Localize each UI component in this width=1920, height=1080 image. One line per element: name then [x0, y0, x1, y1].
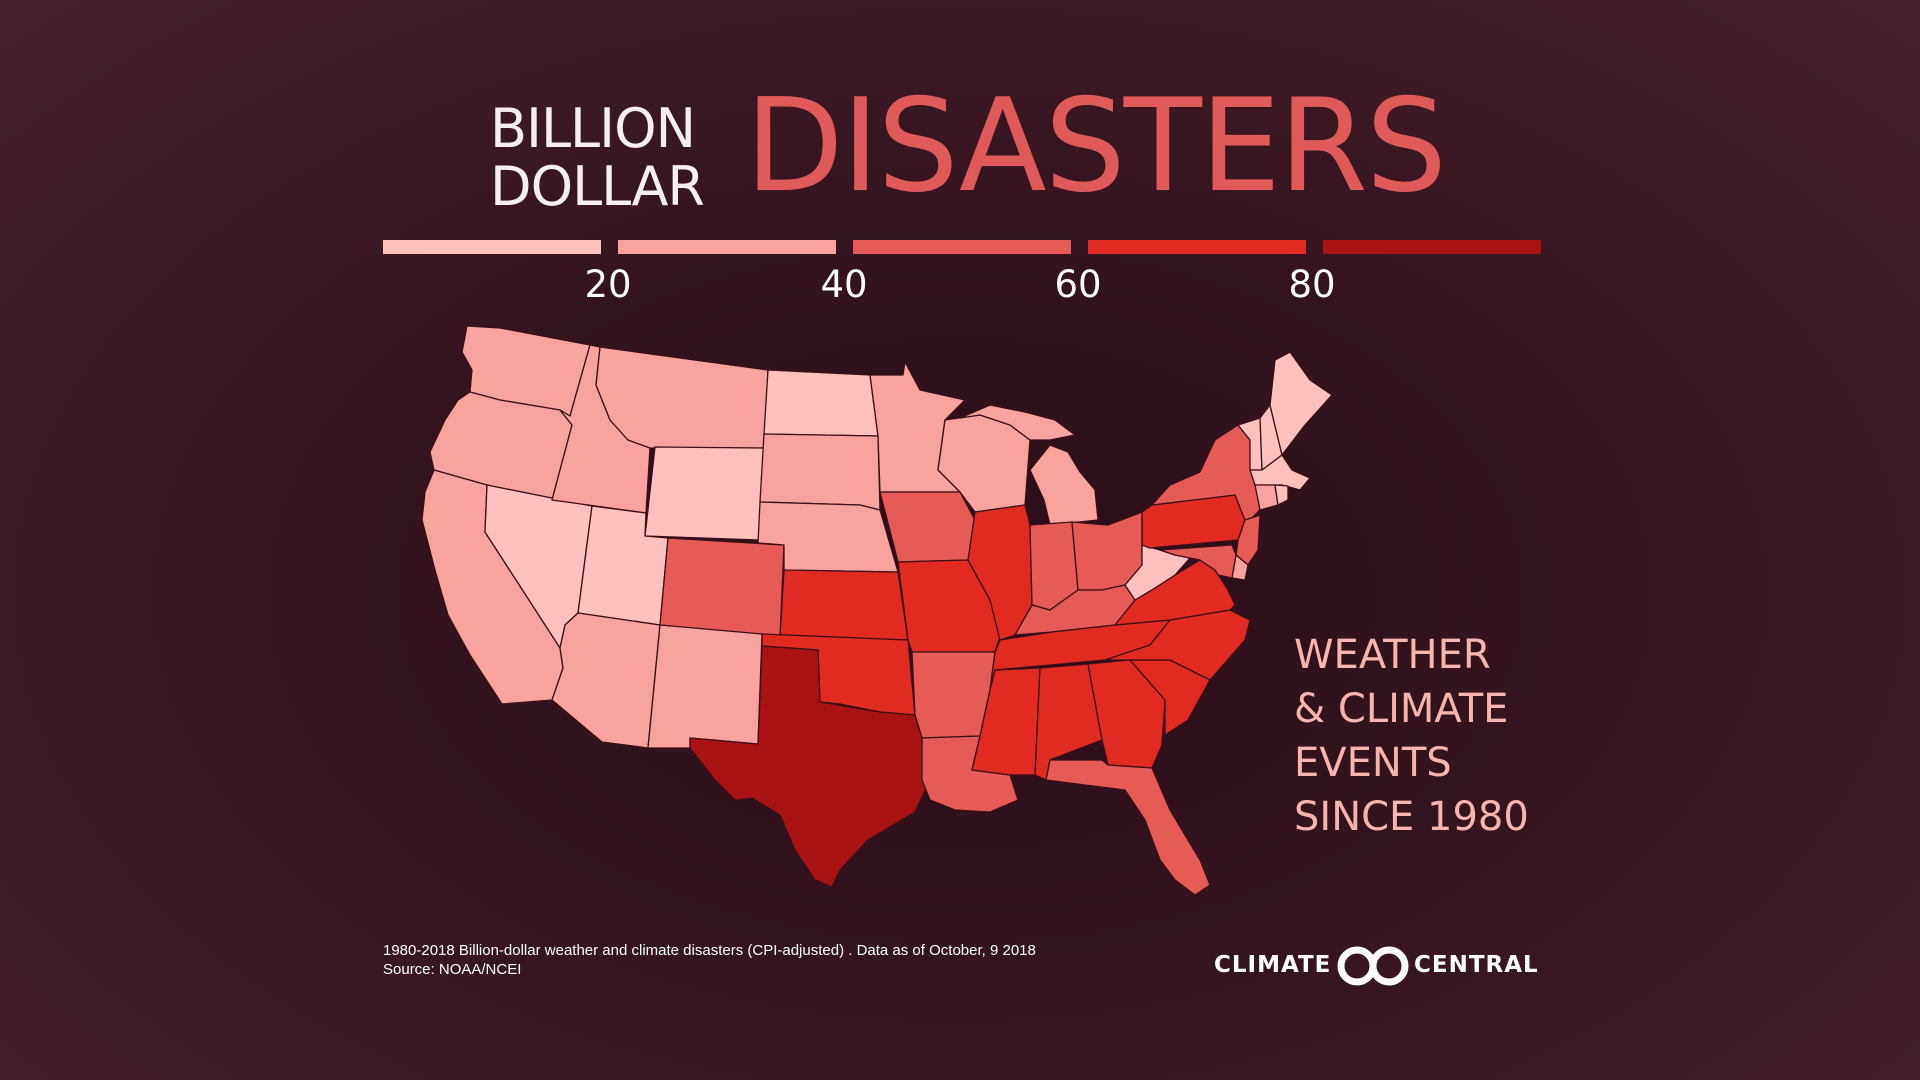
state-fl: [1045, 759, 1211, 896]
legend-bin-2: [618, 240, 836, 254]
state-md: [1159, 544, 1237, 579]
legend-bin-1: [383, 240, 601, 254]
state-ri: [1274, 484, 1289, 506]
legend-bin-5: [1323, 240, 1541, 254]
footnote: 1980-2018 Billion-dollar weather and cli…: [383, 941, 1036, 979]
brand-logo: CLIMATE CENTRAL: [1214, 944, 1540, 988]
subtitle-line-1: WEATHER: [1294, 632, 1491, 678]
title-line-1: BILLION: [490, 97, 696, 160]
footnote-line-1: 1980-2018 Billion-dollar weather and cli…: [383, 942, 1036, 959]
state-nc: [1104, 609, 1251, 681]
legend-tick-60: 60: [1054, 263, 1102, 306]
subtitle-line-4: SINCE 1980: [1294, 794, 1529, 840]
legend-bin-3: [853, 240, 1071, 254]
color-legend: 20 40 60 80: [383, 240, 1541, 310]
state-nd: [763, 369, 879, 437]
state-mt: [595, 346, 769, 449]
state-mi: [1029, 444, 1099, 526]
legend-bin-4: [1088, 240, 1306, 254]
state-sd: [759, 433, 881, 511]
footnote-source: Source: NOAA/NCEI: [383, 961, 522, 978]
legend-tick-40: 40: [820, 263, 868, 306]
state-ia: [879, 491, 976, 563]
state-tx: [689, 645, 931, 888]
state-nm: [647, 624, 763, 749]
legend-tick-80: 80: [1288, 263, 1336, 306]
state-az: [551, 612, 661, 749]
state-wy: [644, 446, 765, 541]
title-main: DISASTERS: [745, 72, 1447, 221]
subtitle-line-3: EVENTS: [1294, 740, 1452, 786]
subtitle: WEATHER & CLIMATE EVENTS SINCE 1980: [1294, 628, 1529, 844]
state-co: [659, 537, 785, 638]
state-me: [1269, 351, 1333, 456]
title-small: BILLION DOLLAR: [490, 97, 705, 218]
brand-rings-icon: [1337, 946, 1409, 986]
subtitle-line-2: & CLIMATE: [1294, 686, 1509, 732]
brand-word-left: CLIMATE: [1214, 952, 1332, 978]
title-line-2: DOLLAR: [490, 155, 705, 218]
state-ks: [779, 569, 909, 641]
state-mi-upper: [959, 404, 1076, 441]
legend-tick-20: 20: [584, 263, 632, 306]
brand-word-right: CENTRAL: [1414, 952, 1539, 978]
